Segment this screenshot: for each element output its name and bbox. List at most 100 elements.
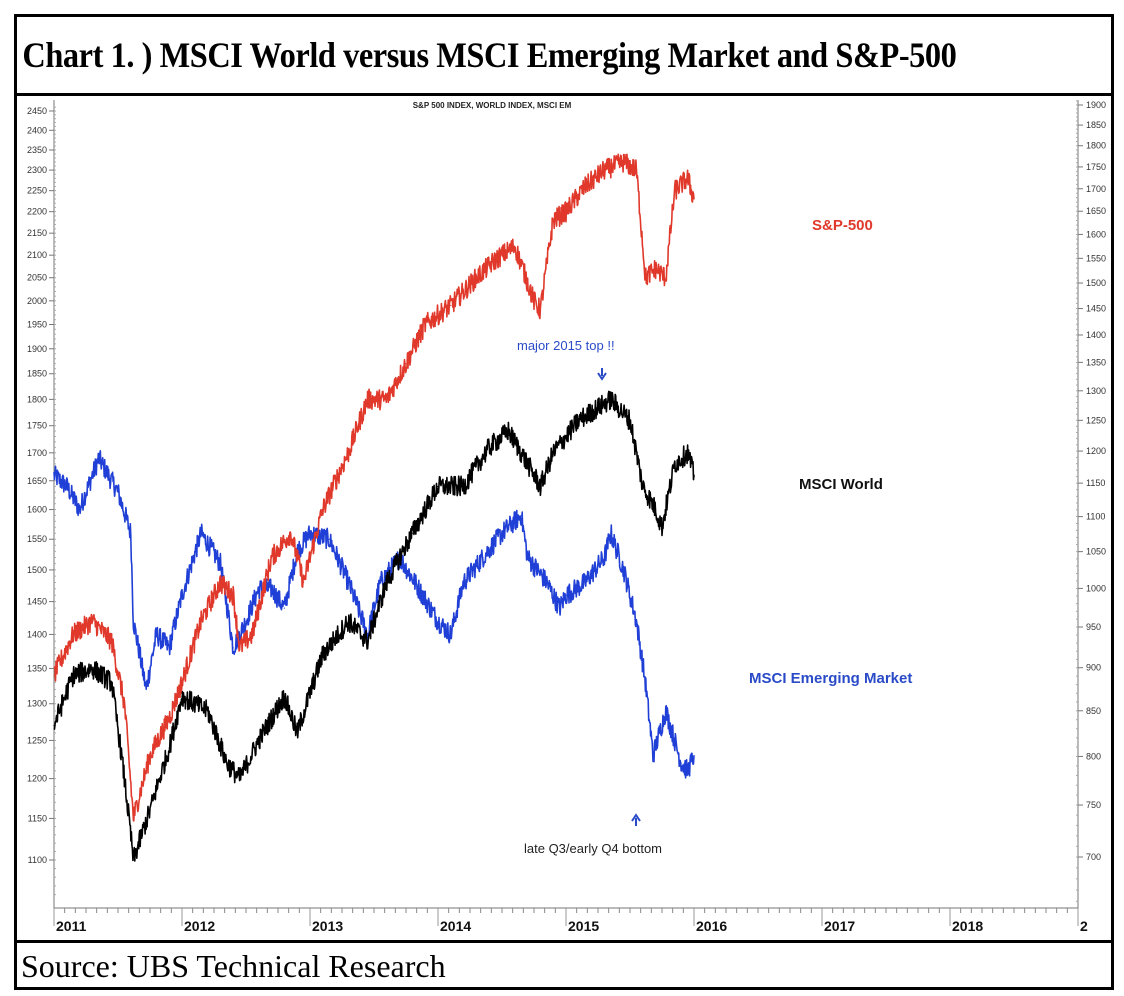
data-point [514,245,516,247]
data-point [72,674,74,677]
data-point [155,633,157,636]
x-tick-label: 2016 [696,918,727,934]
right-tick-label: 1750 [1086,162,1106,172]
right-tick-label: 750 [1086,800,1101,810]
right-tick-label: 1400 [1086,330,1106,340]
x-tick-label: 2014 [440,918,471,934]
data-point [258,588,260,590]
data-point [91,667,93,670]
data-point [411,532,413,534]
right-tick-label: 1200 [1086,446,1106,456]
data-point [687,177,689,179]
data-point [501,532,503,534]
data-point [610,532,612,534]
data-point [386,398,388,400]
data-point [367,633,369,636]
x-tick-label: 2018 [952,918,983,934]
left-tick-label: 1600 [27,505,47,515]
right-tick-label: 1550 [1086,253,1106,263]
data-point [450,633,452,636]
series-group [53,153,695,862]
data-point [111,640,113,642]
right-tick-label: 850 [1086,706,1101,716]
right-tick-label: 1650 [1086,206,1106,216]
left-tick-label: 1950 [27,319,47,329]
data-point [539,309,542,311]
data-point [642,485,644,488]
data-point [271,556,273,559]
data-point [655,268,657,270]
left-tick-label: 2450 [27,106,47,116]
data-point [322,654,324,656]
data-point [168,717,170,719]
data-point [559,607,561,609]
data-point [303,581,305,584]
data-point [610,398,612,400]
right-tick-label: 1050 [1086,547,1106,557]
right-tick-label: 700 [1086,852,1101,862]
data-point [181,681,183,684]
arrow-down-icon [597,368,607,381]
data-point [495,259,497,261]
data-point [565,594,567,596]
data-point [665,710,667,712]
data-point [207,710,209,712]
data-point [623,161,625,163]
chart-subtitle: S&P 500 INDEX, WORLD INDEX, MSCI EM [413,101,572,110]
data-point [546,581,548,584]
right-tick-label: 1600 [1086,229,1106,239]
data-point [693,198,695,200]
data-point [79,508,81,511]
data-point [533,300,535,302]
left-tick-label: 1250 [27,735,47,745]
right-tick-label: 1500 [1086,278,1106,288]
chart-area: S&P 500 INDEX, WORLD INDEX, MSCI EM 2450… [17,96,1111,940]
left-tick-label: 1800 [27,394,47,404]
data-point [347,581,349,584]
right-tick-label: 1900 [1086,100,1106,110]
data-point [117,491,119,493]
data-point [245,620,247,622]
data-point [168,747,170,749]
data-point [283,607,285,609]
data-point [181,695,183,698]
data-point [226,762,228,764]
data-point [527,463,529,465]
series-line-sp500 [53,153,695,822]
data-point [239,778,241,780]
right-tick-label: 900 [1086,663,1101,673]
right-tick-label: 800 [1086,751,1101,761]
data-point [367,640,369,642]
series-label-em: MSCI Emerging Market [749,670,912,687]
series-line-em [53,450,695,779]
left-tick-label: 1500 [27,565,47,575]
right-tick-label: 1700 [1086,184,1106,194]
data-point [347,452,349,454]
data-point [507,430,509,432]
left-tick-label: 1100 [28,855,47,865]
x-tick-label: 2012 [184,918,215,934]
left-tick-label: 1650 [27,476,47,486]
annotation-major-top: major 2015 top !! [517,338,615,353]
left-tick-label: 2100 [27,250,47,260]
left-tick-label: 1750 [27,421,47,431]
data-point [296,732,298,734]
left-tick-label: 1150 [28,813,47,823]
left-tick-label: 1700 [27,448,47,458]
data-point [488,446,490,448]
right-tick-label: 1100 [1086,512,1105,522]
left-tick-label: 1300 [27,699,47,709]
data-point [53,724,55,727]
data-point [91,620,93,622]
left-tick-label: 2000 [27,296,47,306]
data-point [66,485,68,488]
data-point [680,762,682,764]
data-point [623,569,625,571]
data-point [578,419,580,421]
page-title: Chart 1. ) MSCI World versus MSCI Emergi… [22,35,957,75]
left-tick-label: 1200 [27,774,47,784]
right-tick-label: 1300 [1086,386,1106,396]
left-tick-label: 1900 [27,344,47,354]
data-point [132,859,134,861]
data-point [603,556,606,559]
